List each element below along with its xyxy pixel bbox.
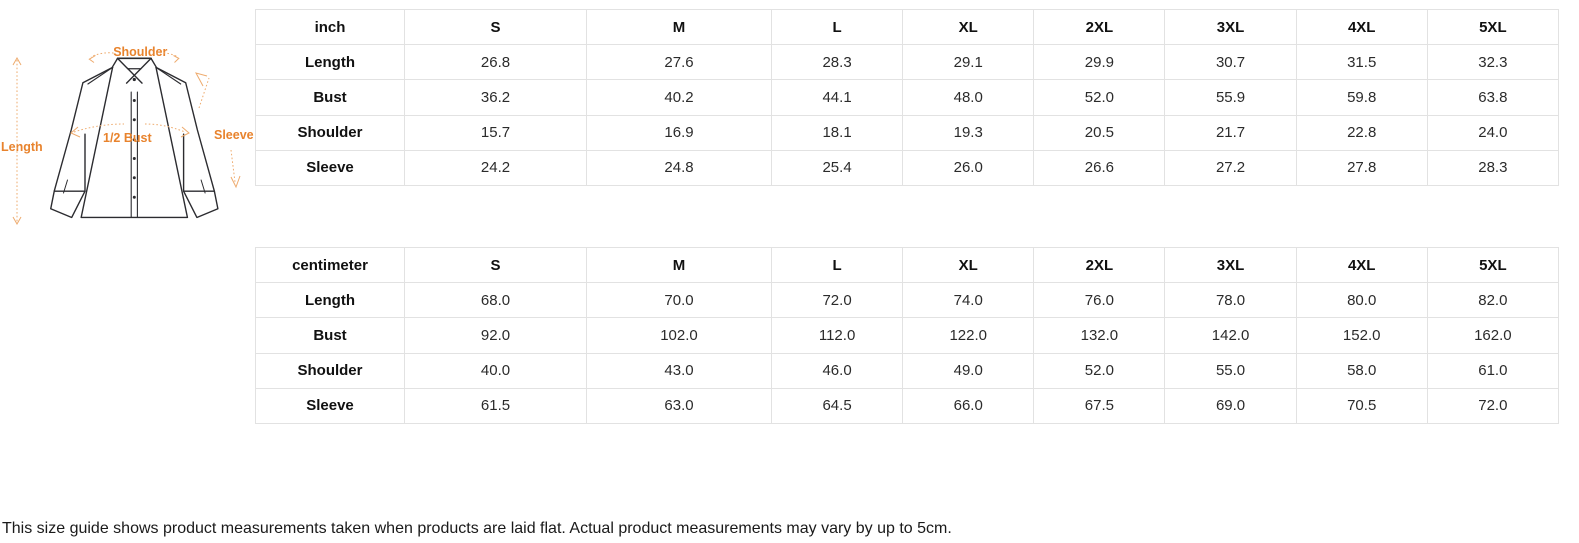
svg-text:Length: Length (1, 140, 43, 154)
svg-text:Sleeve: Sleeve (214, 128, 254, 142)
svg-text:1/2 Bust: 1/2 Bust (103, 131, 152, 145)
svg-text:Shoulder: Shoulder (113, 45, 167, 59)
